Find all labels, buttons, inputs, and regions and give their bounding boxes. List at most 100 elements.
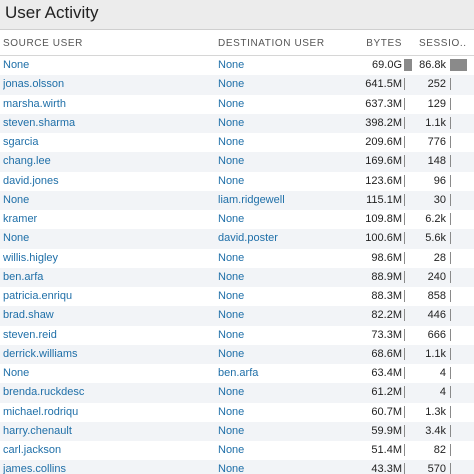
destination-user-link[interactable]: None: [218, 78, 245, 91]
table-row[interactable]: brad.shaw None 82.2M 446: [0, 306, 474, 326]
source-user-link[interactable]: brenda.ruckdesc: [3, 386, 85, 399]
destination-user-link[interactable]: None: [218, 463, 245, 474]
source-user-link[interactable]: david.jones: [3, 174, 59, 187]
source-user-link[interactable]: None: [3, 59, 30, 71]
bytes-bar: [404, 59, 412, 71]
source-user-link[interactable]: james.collins: [3, 463, 66, 474]
sessions-bar: [450, 116, 451, 129]
table-row[interactable]: james.collins None 43.3M 570: [0, 460, 474, 474]
source-user-link[interactable]: steven.reid: [3, 328, 57, 341]
source-user-link[interactable]: kramer: [3, 213, 38, 225]
table-row[interactable]: steven.reid None 73.3M 666: [0, 326, 474, 345]
destination-user-link[interactable]: None: [218, 424, 245, 437]
bytes-bar: [404, 78, 405, 91]
sessions-bar: [450, 386, 451, 399]
table-row[interactable]: harry.chenault None 59.9M 3.4k: [0, 421, 474, 441]
column-header-sessions[interactable]: SESSIO...: [419, 38, 467, 49]
source-user-link[interactable]: derrick.williams: [3, 347, 78, 360]
source-user-link[interactable]: willis.higley: [3, 251, 59, 264]
table-row[interactable]: derrick.williams None 68.6M 1.1k: [0, 344, 474, 364]
table-row[interactable]: patricia.enriqu None 88.3M 858: [0, 287, 474, 306]
table-row[interactable]: jonas.olsson None 641.5M 252: [0, 75, 474, 95]
sessions-bar: [450, 309, 451, 322]
source-user-link[interactable]: None: [3, 193, 30, 206]
table-row[interactable]: None None 69.0G 86.8k: [0, 56, 474, 75]
table-row[interactable]: None ben.arfa 63.4M 4: [0, 364, 474, 383]
table-row[interactable]: None david.poster 100.6M 5.6k: [0, 229, 474, 249]
table-header: SOURCE USER DESTINATION USER BYTES SESSI…: [0, 30, 474, 56]
bytes-value: 169.6M: [365, 155, 402, 168]
bytes-value: 209.6M: [365, 136, 402, 148]
destination-user-link[interactable]: None: [218, 213, 245, 225]
bytes-bar: [404, 290, 405, 302]
table-row[interactable]: None liam.ridgewell 115.1M 30: [0, 190, 474, 210]
column-header-destination-user[interactable]: DESTINATION USER: [218, 38, 325, 49]
sessions-bar: [450, 213, 451, 225]
destination-user-link[interactable]: None: [218, 347, 245, 360]
destination-user-link[interactable]: david.poster: [218, 232, 278, 245]
bytes-value: 88.3M: [371, 290, 402, 302]
table-row[interactable]: michael.rodriqu None 60.7M 1.3k: [0, 403, 474, 422]
destination-user-link[interactable]: None: [218, 116, 245, 129]
table-row[interactable]: david.jones None 123.6M 96: [0, 172, 474, 191]
table-row[interactable]: chang.lee None 169.6M 148: [0, 152, 474, 172]
source-user-link[interactable]: harry.chenault: [3, 424, 72, 437]
table-row[interactable]: kramer None 109.8M 6.2k: [0, 210, 474, 229]
table-row[interactable]: brenda.ruckdesc None 61.2M 4: [0, 383, 474, 403]
source-user-link[interactable]: patricia.enriqu: [3, 290, 73, 302]
destination-user-link[interactable]: None: [218, 386, 245, 399]
column-header-source-user[interactable]: SOURCE USER: [3, 38, 83, 49]
table-row[interactable]: carl.jackson None 51.4M 82: [0, 441, 474, 460]
sessions-bar: [450, 251, 451, 264]
destination-user-link[interactable]: None: [218, 174, 245, 187]
bytes-bar: [404, 405, 405, 418]
sessions-bar: [450, 463, 451, 474]
source-user-link[interactable]: michael.rodriqu: [3, 405, 79, 418]
table-row[interactable]: marsha.wirth None 637.3M 129: [0, 95, 474, 114]
panel-title: User Activity: [5, 3, 99, 22]
bytes-value: 123.6M: [365, 174, 402, 187]
destination-user-link[interactable]: None: [218, 405, 245, 418]
table-row[interactable]: steven.sharma None 398.2M 1.1k: [0, 113, 474, 133]
destination-user-link[interactable]: None: [218, 444, 245, 456]
sessions-bar: [450, 174, 451, 187]
bytes-bar: [404, 155, 405, 168]
bytes-bar: [404, 97, 405, 110]
destination-user-link[interactable]: None: [218, 290, 245, 302]
bytes-value: 61.2M: [371, 386, 402, 399]
sessions-bar: [450, 347, 451, 360]
destination-user-link[interactable]: None: [218, 97, 245, 110]
destination-user-link[interactable]: ben.arfa: [218, 367, 259, 379]
destination-user-link[interactable]: None: [218, 59, 245, 71]
destination-user-link[interactable]: None: [218, 136, 245, 148]
source-user-link[interactable]: chang.lee: [3, 155, 51, 168]
source-user-link[interactable]: jonas.olsson: [3, 78, 65, 91]
sessions-value: 1.3k: [425, 405, 446, 418]
destination-user-link[interactable]: None: [218, 251, 245, 264]
source-user-link[interactable]: sgarcia: [3, 136, 39, 148]
destination-user-link[interactable]: None: [218, 155, 245, 168]
column-header-bytes[interactable]: BYTES: [366, 38, 402, 49]
sessions-bar: [450, 444, 451, 456]
sessions-bar: [450, 136, 451, 148]
source-user-link[interactable]: None: [3, 232, 30, 245]
source-user-link[interactable]: None: [3, 367, 30, 379]
table-row[interactable]: sgarcia None 209.6M 776: [0, 133, 474, 152]
table-row[interactable]: ben.arfa None 88.9M 240: [0, 267, 474, 287]
source-user-link[interactable]: marsha.wirth: [3, 97, 66, 110]
sessions-bar: [450, 155, 451, 168]
sessions-value: 1.1k: [425, 347, 446, 360]
table-row[interactable]: willis.higley None 98.6M 28: [0, 249, 474, 268]
source-user-link[interactable]: steven.sharma: [3, 116, 76, 129]
source-user-link[interactable]: brad.shaw: [3, 309, 54, 322]
destination-user-link[interactable]: liam.ridgewell: [218, 193, 285, 206]
sessions-value: 570: [427, 463, 446, 474]
sessions-bar: [450, 367, 451, 379]
source-user-link[interactable]: ben.arfa: [3, 270, 44, 283]
bytes-value: 637.3M: [365, 97, 402, 110]
destination-user-link[interactable]: None: [218, 270, 245, 283]
destination-user-link[interactable]: None: [218, 309, 245, 322]
source-user-link[interactable]: carl.jackson: [3, 444, 62, 456]
destination-user-link[interactable]: None: [218, 328, 245, 341]
